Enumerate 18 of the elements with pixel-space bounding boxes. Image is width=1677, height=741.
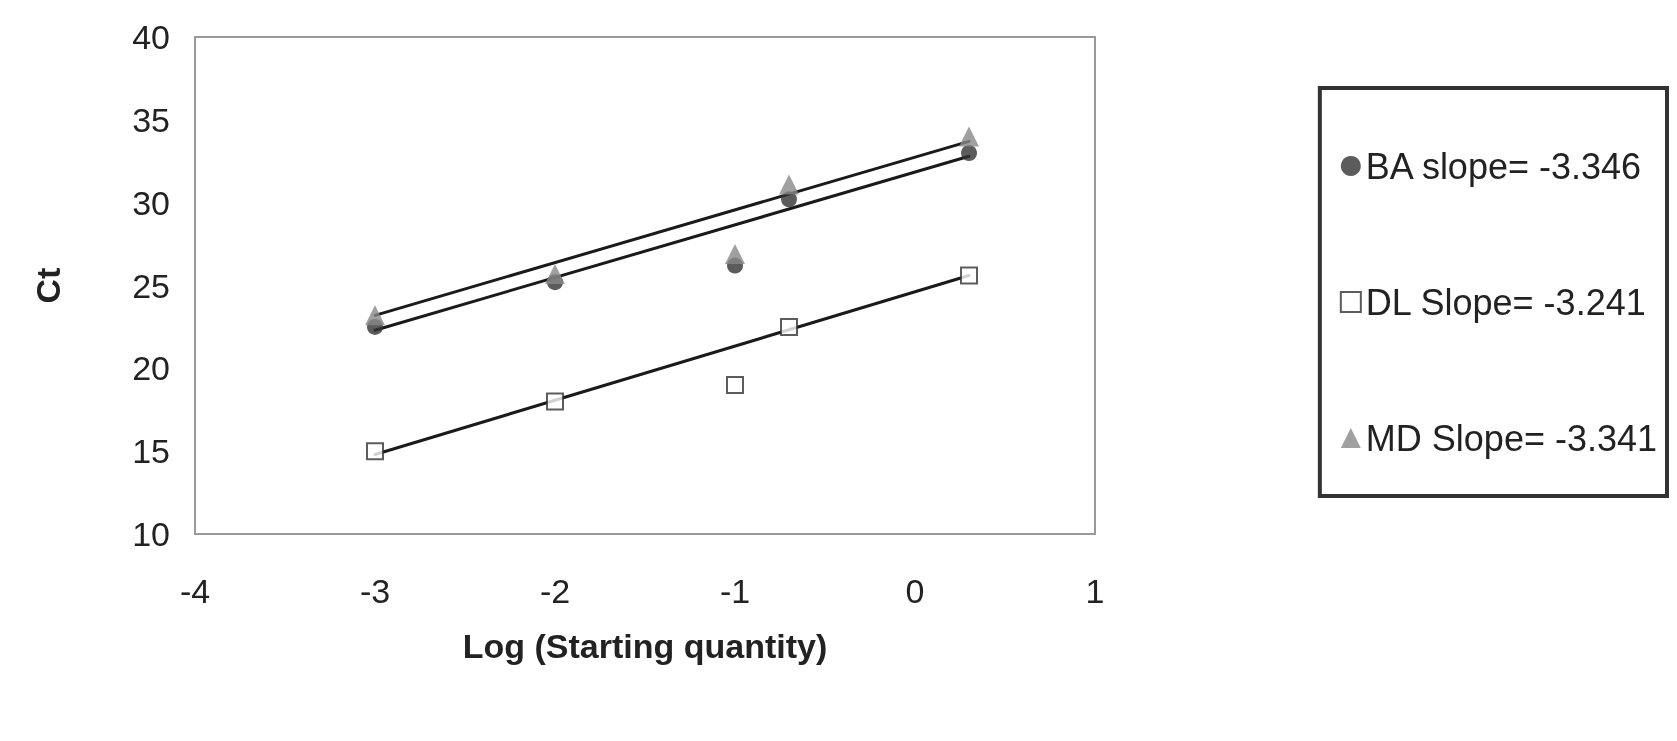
- x-tick-label: 0: [905, 572, 925, 610]
- x-tick-label: -4: [179, 572, 211, 610]
- y-tick-label: 35: [132, 100, 170, 139]
- x-tick-label: 1: [1085, 572, 1105, 610]
- x-tick-label: -2: [539, 572, 571, 610]
- x-tick-label: -1: [719, 572, 751, 610]
- y-tick-label: 25: [132, 266, 170, 305]
- legend-label: DL Slope= -3.241: [1365, 281, 1646, 323]
- x-tick-label: -3: [359, 572, 391, 610]
- x-axis-title: Log (Starting quantity): [462, 627, 828, 665]
- legend-label: MD Slope= -3.341: [1365, 417, 1658, 459]
- legend-label: BA slope= -3.346: [1365, 145, 1642, 187]
- y-axis-title: Ct: [29, 267, 67, 304]
- y-tick-label: 10: [132, 515, 170, 553]
- y-tick-label: 20: [132, 349, 170, 388]
- y-tick-label: 30: [132, 183, 170, 222]
- y-tick-label: 15: [132, 432, 170, 471]
- y-tick-label: 40: [132, 18, 170, 56]
